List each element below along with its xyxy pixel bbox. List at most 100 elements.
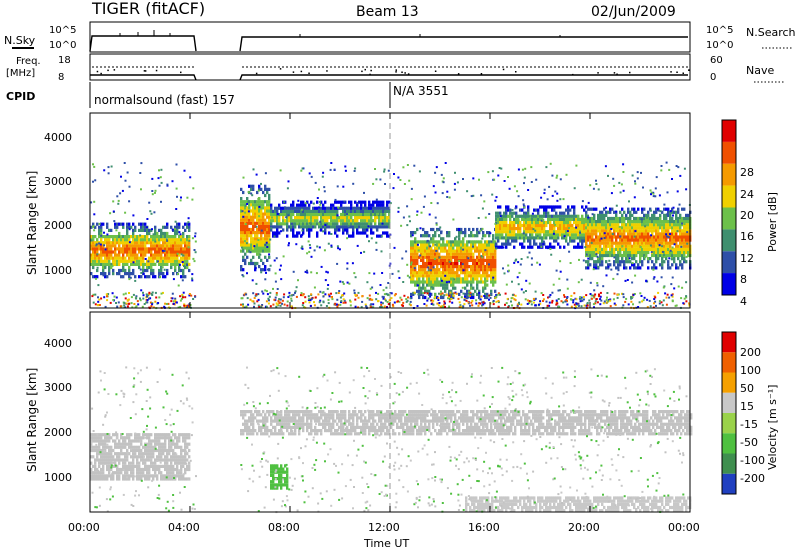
power-cell	[126, 244, 129, 248]
power-cell	[248, 231, 251, 235]
power-cell	[571, 230, 574, 234]
power-cell	[605, 266, 608, 270]
power-cell	[254, 246, 257, 250]
power-cell	[599, 226, 602, 230]
power-scatter-cell	[502, 246, 505, 249]
power-scatter-cell	[605, 274, 608, 277]
power-cell	[631, 226, 634, 230]
power-cell	[308, 219, 311, 223]
power-scatter-cell	[633, 235, 636, 238]
power-cell	[134, 256, 137, 260]
power-ground-cell	[612, 298, 615, 301]
power-cell	[104, 253, 107, 257]
power-ground-cell	[489, 293, 492, 296]
power-cell	[424, 295, 427, 300]
power-cell	[300, 216, 303, 220]
power-cell	[583, 230, 586, 234]
power-cell	[511, 230, 514, 234]
power-cell	[442, 258, 445, 262]
power-cell	[120, 222, 123, 226]
power-cell	[318, 225, 321, 229]
power-cell	[172, 272, 175, 276]
power-scatter-cell	[360, 251, 362, 254]
power-cell	[154, 238, 157, 242]
power-cell	[605, 244, 608, 248]
power-cell	[647, 266, 650, 270]
power-cell	[527, 211, 530, 215]
power-cell	[278, 212, 281, 217]
power-cell	[260, 231, 263, 235]
power-cell	[380, 200, 383, 204]
power-cell	[623, 250, 626, 255]
power-cell	[168, 238, 171, 242]
power-scatter-cell	[121, 189, 124, 192]
power-cell	[444, 249, 447, 253]
power-scatter-cell	[497, 301, 500, 304]
power-scatter-cell	[244, 204, 247, 207]
power-cell	[599, 250, 602, 255]
power-scatter-cell	[671, 276, 674, 279]
power-cell	[557, 242, 560, 246]
power-ground-cell	[357, 291, 360, 294]
power-cell	[414, 249, 417, 253]
power-cell	[100, 244, 103, 248]
power-cell	[559, 223, 562, 228]
power-ground-cell	[187, 306, 190, 309]
power-scatter-cell	[249, 251, 252, 254]
power-cell	[434, 274, 437, 278]
power-cell	[537, 217, 540, 221]
power-cell	[98, 256, 101, 260]
power-scatter-cell	[319, 229, 322, 232]
power-cell	[470, 286, 473, 290]
power-cell	[462, 271, 465, 275]
power-cell	[362, 209, 365, 213]
power-cell	[651, 216, 654, 221]
power-scatter-cell	[482, 286, 485, 289]
power-cell	[663, 220, 666, 224]
power-scatter-cell	[640, 171, 642, 174]
power-scatter-cell	[568, 227, 570, 229]
power-cell	[621, 207, 624, 211]
power-cell	[444, 289, 447, 293]
power-ground-cell	[343, 299, 346, 302]
power-cell	[150, 262, 153, 266]
power-ground-cell	[275, 302, 278, 305]
power-scatter-cell	[440, 279, 443, 282]
power-cell	[148, 265, 151, 270]
power-cell	[324, 206, 327, 210]
power-cell	[681, 241, 684, 245]
power-scatter-cell	[124, 211, 127, 214]
power-cell	[136, 238, 139, 242]
power-scatter-cell	[400, 224, 403, 227]
power-cell	[446, 234, 449, 238]
power-cell	[160, 262, 163, 266]
power-cell	[250, 243, 253, 247]
power-cell	[244, 200, 247, 204]
power-ground-cell	[344, 301, 347, 304]
power-cell	[148, 247, 151, 251]
power-cell	[579, 233, 582, 237]
power-cell	[108, 244, 111, 248]
power-cell	[250, 215, 253, 219]
power-ground-cell	[457, 297, 460, 300]
power-scatter-cell	[246, 272, 248, 275]
power-ground-cell	[419, 292, 422, 295]
power-cell	[519, 236, 522, 240]
power-cell	[494, 265, 497, 269]
power-scatter-cell	[375, 241, 378, 244]
power-ground-cell	[275, 293, 278, 296]
power-scatter-cell	[519, 263, 522, 266]
power-cell	[132, 238, 135, 242]
power-cell	[621, 241, 624, 245]
power-ground-cell	[154, 300, 157, 303]
power-scatter-cell	[577, 281, 580, 284]
power-cell	[428, 234, 431, 238]
power-cell	[513, 233, 516, 237]
power-scatter-cell	[676, 190, 679, 193]
power-cell	[370, 203, 373, 207]
power-cell	[609, 232, 612, 236]
power-cell	[643, 238, 646, 242]
power-cell	[681, 247, 684, 251]
power-cell	[128, 250, 131, 254]
power-scatter-cell	[531, 212, 534, 215]
